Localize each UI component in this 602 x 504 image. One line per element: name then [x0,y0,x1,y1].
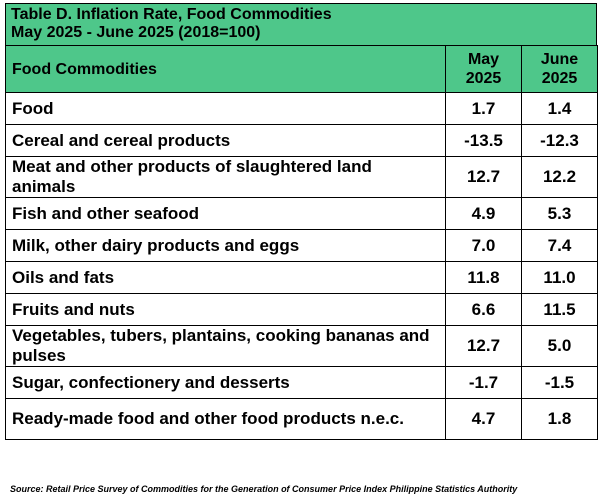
row-label: Sugar, confectionery and desserts [5,366,446,399]
cell-may: 11.8 [445,261,522,294]
table-row: Oils and fats 11.8 11.0 [5,261,598,294]
row-label: Milk, other dairy products and eggs [5,229,446,262]
row-label: Ready-made food and other food products … [5,398,446,440]
table-row: Milk, other dairy products and eggs 7.0 … [5,229,598,262]
row-label: Vegetables, tubers, plantains, cooking b… [5,325,446,367]
cell-may: 7.0 [445,229,522,262]
table-header-row: Food Commodities May 2025 June 2025 [5,45,598,93]
cell-june: 5.0 [521,325,598,367]
cell-may: 6.6 [445,293,522,326]
cell-june: 7.4 [521,229,598,262]
table-row: Meat and other products of slaughtered l… [5,156,598,198]
cell-may: 12.7 [445,325,522,367]
column-header-june: June 2025 [521,45,598,93]
cell-june: 5.3 [521,197,598,230]
table-row: Fish and other seafood 4.9 5.3 [5,197,598,230]
inflation-table-container: Table D. Inflation Rate, Food Commoditie… [5,3,598,440]
table-title-line1: Table D. Inflation Rate, Food Commoditie… [11,6,332,23]
table-row: Vegetables, tubers, plantains, cooking b… [5,325,598,367]
row-label: Oils and fats [5,261,446,294]
cell-june: 11.0 [521,261,598,294]
cell-may: -1.7 [445,366,522,399]
cell-june: 1.8 [521,398,598,440]
cell-may: 4.7 [445,398,522,440]
table-title: Table D. Inflation Rate, Food Commoditie… [5,3,597,45]
cell-may: 12.7 [445,156,522,198]
column-header-food-commodities: Food Commodities [5,45,446,93]
cell-june: 11.5 [521,293,598,326]
table-row: Cereal and cereal products -13.5 -12.3 [5,124,598,157]
cell-june: -12.3 [521,124,598,157]
cell-may: 4.9 [445,197,522,230]
row-label: Cereal and cereal products [5,124,446,157]
cell-may: 1.7 [445,92,522,125]
inflation-table: Food Commodities May 2025 June 2025 Food… [5,45,598,440]
table-row: Ready-made food and other food products … [5,398,598,440]
table-row: Food 1.7 1.4 [5,92,598,125]
cell-june: 12.2 [521,156,598,198]
cell-june: -1.5 [521,366,598,399]
table-row: Fruits and nuts 6.6 11.5 [5,293,598,326]
row-label: Meat and other products of slaughtered l… [5,156,446,198]
row-label: Fruits and nuts [5,293,446,326]
cell-may: -13.5 [445,124,522,157]
cell-june: 1.4 [521,92,598,125]
table-title-line2: May 2025 - June 2025 (2018=100) [11,24,261,41]
source-note: Source: Retail Price Survey of Commoditi… [10,484,518,494]
row-label: Fish and other seafood [5,197,446,230]
row-label: Food [5,92,446,125]
column-header-may: May 2025 [445,45,522,93]
table-row: Sugar, confectionery and desserts -1.7 -… [5,366,598,399]
